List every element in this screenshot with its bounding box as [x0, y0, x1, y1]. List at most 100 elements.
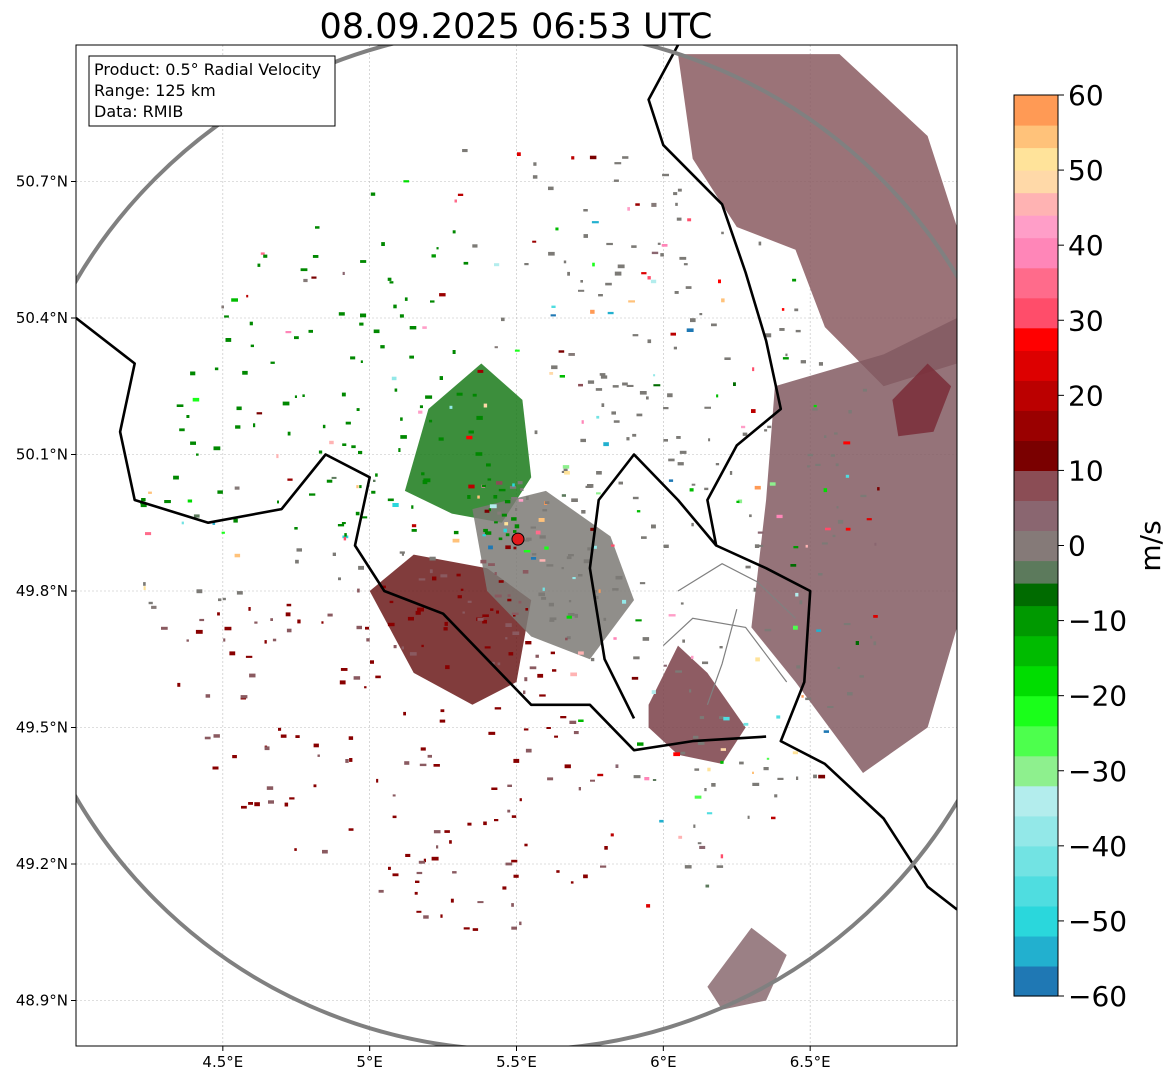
- echo-pixel: [675, 202, 678, 206]
- colorbar-band-31: [1014, 95, 1058, 126]
- echo-pixel: [148, 491, 152, 494]
- echo-pixel: [639, 582, 646, 585]
- echo-pixel: [651, 251, 659, 255]
- echo-pixel: [418, 860, 425, 864]
- echo-pixel: [549, 617, 557, 621]
- echo-pixel: [646, 904, 651, 908]
- echo-pixel: [764, 628, 772, 632]
- echo-pixel: [519, 921, 522, 926]
- echo-pixel: [657, 242, 661, 245]
- echo-pixel: [338, 312, 345, 316]
- echo-pixel: [148, 601, 153, 605]
- echo-pixel: [287, 478, 293, 481]
- echo-pixel: [607, 311, 614, 315]
- echo-pixel: [610, 544, 615, 547]
- echo-pixel: [749, 514, 752, 518]
- colorbar-band-21: [1014, 350, 1058, 381]
- echo-pixel: [542, 509, 548, 512]
- echo-pixel: [530, 526, 536, 529]
- echo-pixel: [285, 331, 292, 334]
- echo-pixel: [505, 862, 513, 866]
- echo-pixel: [663, 407, 669, 410]
- echo-pixel: [445, 665, 450, 670]
- echo-pixel: [337, 524, 345, 527]
- echo-pixel: [486, 463, 491, 467]
- echo-pixel: [673, 192, 678, 196]
- info-box: Product: 0.5° Radial Velocity Range: 125…: [88, 55, 336, 127]
- echo-pixel: [494, 521, 498, 524]
- echo-pixel: [633, 656, 640, 660]
- echo-pixel: [196, 589, 203, 594]
- echo-pixel: [682, 639, 685, 643]
- echo-pixel: [411, 524, 417, 528]
- echo-pixel: [277, 500, 279, 504]
- echo-pixel: [496, 610, 499, 614]
- echo-pixel: [431, 856, 439, 861]
- echo-pixel: [360, 260, 367, 263]
- echo-pixel: [718, 279, 721, 284]
- echo-pixel: [812, 408, 818, 411]
- colorbar-band-1: [1014, 935, 1058, 967]
- echo-pixel: [663, 664, 667, 667]
- echo-pixel: [415, 610, 421, 615]
- echo-pixel: [375, 473, 378, 477]
- echo-pixel: [511, 815, 517, 818]
- echo-pixel: [245, 655, 253, 658]
- echo-pixel: [221, 531, 225, 534]
- echo-pixel: [522, 539, 528, 542]
- lon-tick-label-3: 6°E: [650, 1053, 677, 1071]
- colorbar-tick-label-2: 40: [1068, 229, 1104, 262]
- echo-pixel: [691, 655, 694, 659]
- echo-pixel: [482, 534, 486, 537]
- echo-pixel: [873, 641, 877, 646]
- colorbar-band-30: [1014, 125, 1058, 149]
- echo-pixel: [564, 471, 570, 475]
- echo-pixel: [360, 360, 363, 363]
- echo-pixel: [217, 490, 223, 494]
- echo-pixel: [173, 475, 179, 480]
- echo-pixel: [604, 846, 608, 850]
- echo-pixel: [845, 474, 850, 478]
- lon-tick-label-2: 5.5°E: [496, 1053, 537, 1071]
- echo-pixel: [524, 677, 528, 682]
- colorbar-tick-label-1: 50: [1068, 154, 1104, 187]
- echo-pixel: [419, 763, 427, 767]
- echo-pixel: [400, 435, 407, 439]
- echo-pixel: [270, 361, 275, 364]
- colorbar-band-19: [1014, 410, 1058, 441]
- echo-pixel: [350, 356, 356, 360]
- echo-pixel: [501, 317, 505, 322]
- colorbar-tick-label-9: −30: [1068, 755, 1127, 788]
- echo-pixel: [393, 304, 397, 309]
- echo-pixel: [532, 175, 538, 179]
- echo-pixel: [494, 819, 499, 822]
- echo-pixel: [488, 563, 495, 566]
- echo-pixel: [357, 588, 360, 593]
- echo-pixel: [689, 689, 692, 693]
- lon-tick-label-1: 5°E: [356, 1053, 383, 1071]
- echo-pixel: [724, 357, 731, 360]
- echo-pixel: [719, 716, 725, 719]
- echo-pixel: [674, 291, 679, 294]
- echo-pixel: [240, 697, 246, 700]
- echo-pixel: [411, 505, 414, 509]
- echo-pixel: [691, 483, 696, 486]
- echo-pixel: [835, 463, 839, 467]
- echo-pixel: [650, 279, 657, 284]
- echo-pixel: [317, 754, 320, 757]
- echo-pixel: [387, 277, 392, 281]
- colorbar-band-22: [1014, 327, 1058, 351]
- echo-pixel: [568, 554, 574, 557]
- echo-pixel: [214, 367, 219, 371]
- echo-pixel: [487, 478, 492, 481]
- echo-pixel: [741, 425, 746, 429]
- echo-pixel: [597, 773, 604, 777]
- echo-pixel: [799, 600, 803, 605]
- colorbar-band-28: [1014, 170, 1058, 194]
- echo-pixel: [234, 553, 241, 558]
- echo-pixel: [766, 757, 770, 760]
- echo-pixel: [542, 587, 545, 591]
- echo-pixel: [490, 608, 494, 611]
- echo-pixel: [697, 842, 702, 845]
